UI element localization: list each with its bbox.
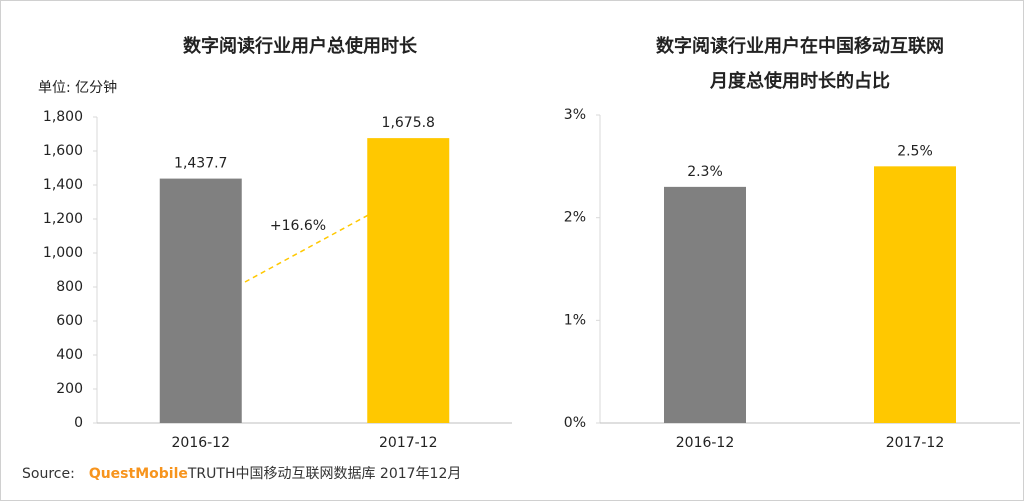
unit-label: 单位: 亿分钟: [38, 79, 117, 96]
source-label: Source:: [22, 466, 75, 482]
chart-title: 数字阅读行业用户在中国移动互联网: [656, 35, 944, 57]
source: Source: QuestMobileTRUTH中国移动互联网数据库 2017年1…: [22, 466, 461, 482]
annotation: +16.6%: [270, 218, 326, 234]
value-label: 2.3%: [687, 164, 723, 180]
bar: [367, 138, 450, 423]
source-text: TRUTH中国移动互联网数据库 2017年12月: [187, 466, 462, 482]
y-tick-label: 3%: [564, 107, 586, 123]
source-brand: QuestMobile: [89, 466, 188, 482]
chart-title: 数字阅读行业用户总使用时长: [183, 35, 418, 57]
value-label: 2.5%: [897, 143, 933, 159]
y-tick-label: 1,400: [43, 177, 83, 193]
growth-line: [244, 212, 373, 283]
chart-title: 月度总使用时长的占比: [709, 70, 890, 92]
y-tick-label: 1,200: [43, 211, 83, 227]
x-tick-label: 2017-12: [886, 435, 945, 451]
bar: [159, 178, 242, 423]
bar: [874, 166, 956, 424]
y-tick-label: 400: [56, 347, 83, 363]
y-tick-label: 200: [56, 381, 83, 397]
x-tick-label: 2017-12: [379, 435, 438, 451]
y-tick-label: 2%: [564, 210, 586, 226]
y-tick-label: 1,600: [43, 143, 83, 159]
y-tick-label: 800: [56, 279, 83, 295]
x-tick-label: 2016-12: [172, 435, 231, 451]
bar: [664, 186, 746, 423]
y-tick-label: 1,000: [43, 245, 83, 261]
y-tick-label: 1,800: [43, 109, 83, 125]
y-tick-label: 600: [56, 313, 83, 329]
y-tick-label: 1%: [564, 312, 586, 328]
x-tick-label: 2016-12: [676, 435, 735, 451]
y-tick-label: 0%: [564, 415, 586, 431]
value-label: 1,675.8: [382, 115, 435, 131]
y-tick-label: 0: [74, 415, 83, 431]
value-label: 1,437.7: [174, 156, 227, 172]
